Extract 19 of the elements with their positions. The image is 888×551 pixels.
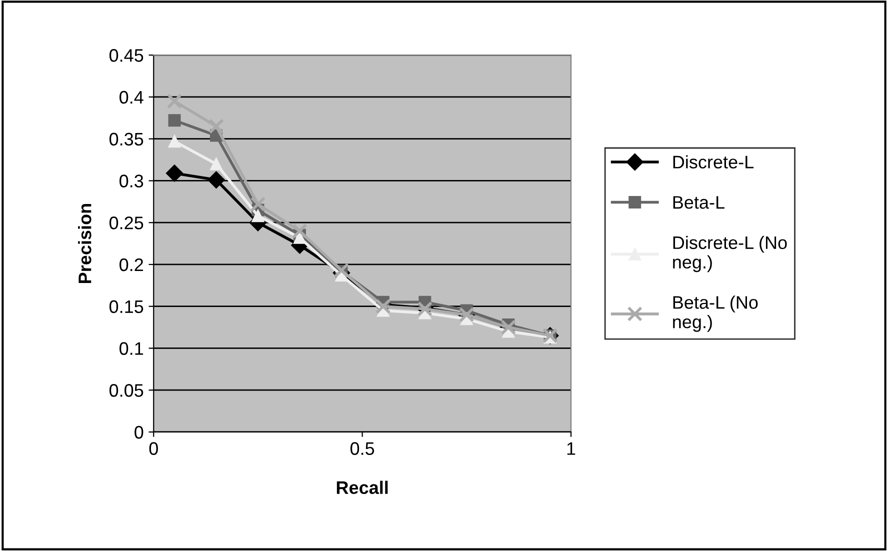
y-tick-label: 0: [134, 426, 144, 439]
legend-label: Discrete-L: [673, 155, 754, 168]
x-tick-label: 1: [567, 442, 576, 455]
y-tick-label: 0.1: [120, 342, 144, 355]
y-tick-label: 0.2: [120, 258, 143, 272]
x-tick-label: 0.5: [350, 442, 374, 455]
y-axis-title: Precision: [78, 204, 92, 283]
y-tick-label: 0.15: [109, 300, 144, 314]
y-tick-label: 0.45: [109, 49, 144, 62]
y-tick-label: 0.4: [120, 90, 144, 104]
x-tick-label: 0: [149, 442, 158, 455]
y-tick-label: 0.3: [120, 174, 144, 188]
legend-label: Discrete-L (No neg.): [673, 236, 787, 272]
legend-label: Beta-L (No neg.): [673, 296, 758, 332]
y-tick-label: 0.25: [109, 216, 144, 230]
legend-label: Beta-L: [673, 196, 724, 209]
x-axis-title: Recall: [336, 480, 388, 494]
y-tick-label: 0.35: [109, 132, 144, 146]
y-tick-label: 0.05: [109, 384, 144, 397]
